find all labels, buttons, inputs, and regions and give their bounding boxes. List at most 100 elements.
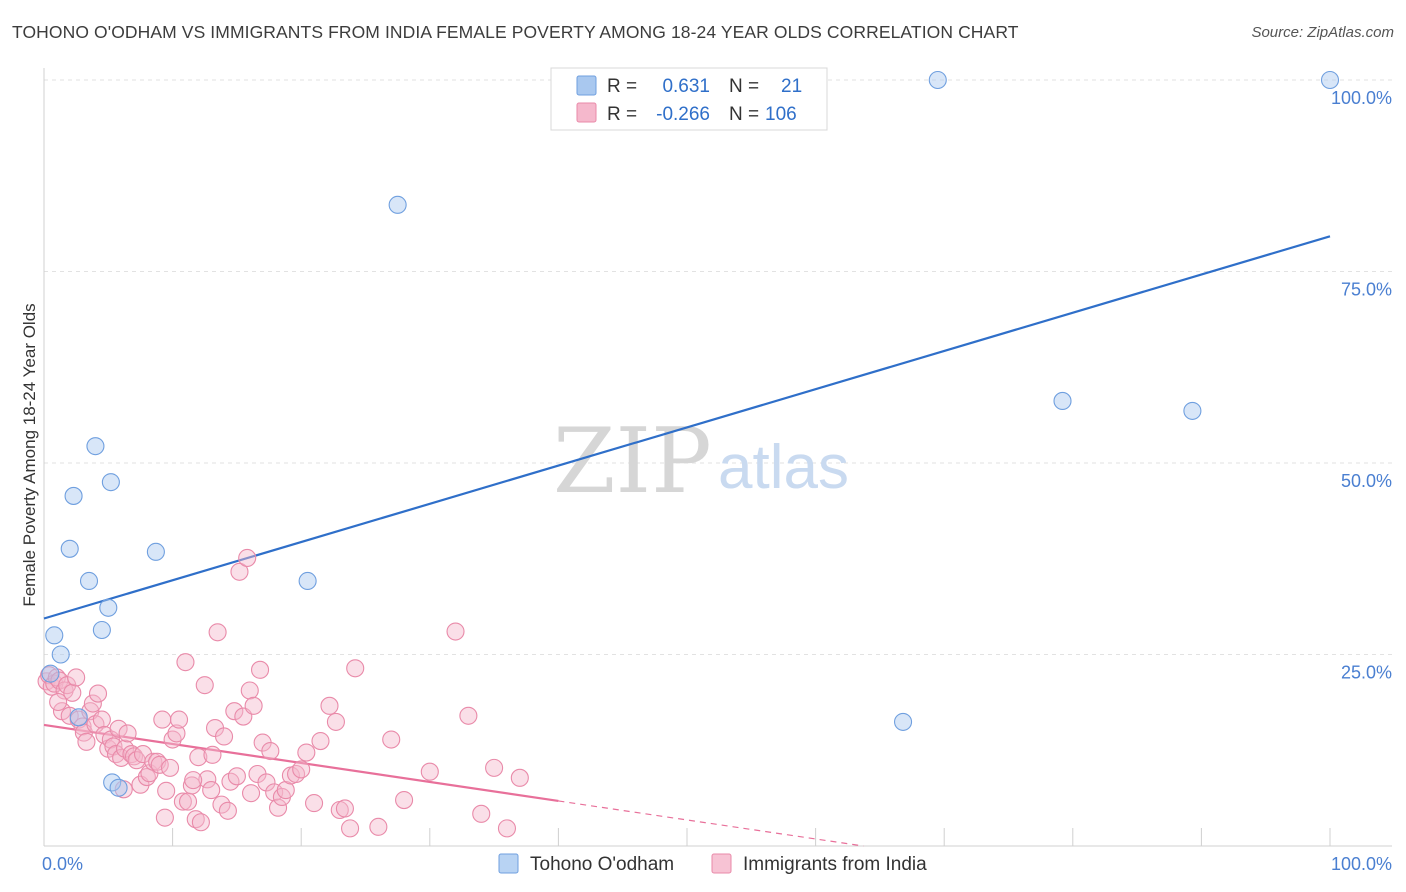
y-tick-label-0: 25.0% (1341, 663, 1392, 683)
point-india-72 (261, 741, 280, 761)
point-tohono-8 (92, 620, 111, 640)
watermark-zip: ZIP (553, 409, 712, 514)
point-india-51 (189, 748, 208, 767)
point-india-76 (276, 781, 295, 800)
point-tohono-1 (45, 626, 64, 645)
point-india-34 (133, 745, 153, 764)
point-india-53 (195, 676, 214, 695)
point-tohono-4 (64, 486, 83, 505)
point-india-44 (167, 724, 186, 743)
y-tick-label-3: 100.0% (1331, 88, 1392, 108)
point-tohono-0 (41, 664, 60, 683)
point-india-10 (63, 683, 82, 702)
point-india-65 (238, 548, 257, 568)
point-tohono-12 (109, 778, 128, 797)
legend-frame (550, 67, 828, 131)
point-india-88 (369, 817, 388, 836)
point-india-86 (341, 819, 360, 838)
point-tohono-20 (1320, 70, 1340, 90)
point-india-66 (240, 681, 259, 700)
point-india-104 (305, 794, 324, 813)
bottom-legend-swatch-india (711, 853, 732, 874)
point-tohono-3 (60, 539, 79, 558)
point-india-100 (184, 771, 203, 790)
legend-n-label-india: N = (729, 104, 759, 125)
point-india-83 (326, 712, 345, 731)
legend-swatch-tohono (576, 75, 597, 96)
point-tohono-16 (893, 712, 913, 731)
bottom-legend-label-india: Immigrants from India (743, 854, 927, 875)
point-tohono-9 (99, 598, 118, 617)
point-india-48 (178, 792, 198, 811)
point-tohono-5 (69, 708, 88, 727)
y-axis-label: Female Poverty Among 18-24 Year Olds (20, 303, 39, 606)
point-india-57 (208, 623, 227, 642)
grid-layer (44, 79, 1392, 655)
y-tick-label-2: 75.0% (1341, 280, 1392, 300)
tick-labels: 25.0% 50.0% 75.0% 100.0% 0.0% 100.0% (42, 88, 1392, 874)
point-india-47 (176, 653, 195, 672)
point-india-15 (77, 732, 96, 751)
point-india-102 (218, 801, 237, 820)
point-india-90 (395, 790, 414, 810)
point-india-52 (191, 813, 210, 832)
point-india-82 (320, 696, 339, 715)
point-tohono-18 (1053, 391, 1072, 411)
point-india-74 (269, 798, 288, 817)
point-tohono-10 (101, 473, 120, 492)
point-india-29 (118, 724, 137, 743)
trendline-extrapolated-india (558, 800, 864, 847)
point-india-9 (60, 706, 79, 725)
trend-layer (43, 235, 1331, 847)
legend-r-value-tohono: 0.631 (662, 76, 710, 97)
point-india-101 (203, 745, 222, 764)
point-india-91 (420, 762, 439, 781)
trendline-india (43, 723, 559, 803)
point-tohono-7 (86, 437, 105, 456)
point-india-46 (173, 792, 192, 811)
legend-r-label-india: R = (607, 104, 637, 125)
point-tohono-13 (146, 542, 165, 561)
point-india-85 (335, 799, 354, 818)
point-india-17 (83, 694, 102, 713)
legend-n-value-tohono: 21 (781, 76, 802, 97)
chart-source: Source: ZipAtlas.com (1251, 24, 1394, 41)
point-india-11 (67, 668, 86, 687)
trendline-tohono (43, 235, 1331, 620)
point-india-87 (346, 659, 365, 678)
bottom-legend-swatch-tohono (498, 853, 519, 874)
legend-r-value-india: -0.266 (656, 104, 710, 125)
point-india-20 (92, 710, 111, 729)
point-india-96 (497, 819, 517, 838)
point-india-39 (150, 755, 169, 774)
point-india-54 (198, 770, 217, 789)
point-india-89 (382, 730, 401, 749)
point-india-79 (292, 760, 311, 779)
legend-box: R = 0.631 N = 21 R = -0.266 N = 106 (550, 67, 828, 131)
x-tick-label-0: 0.0% (42, 854, 83, 874)
point-india-55 (202, 781, 221, 800)
point-india-80 (297, 743, 316, 762)
point-india-69 (250, 660, 270, 679)
point-tohono-2 (51, 645, 70, 664)
point-tohono-17 (928, 70, 947, 90)
legend-n-value-india: 106 (765, 104, 797, 125)
y-tick-label-1: 50.0% (1341, 471, 1392, 491)
point-india-94 (472, 804, 491, 823)
point-india-103 (241, 784, 261, 803)
watermark: ZIP atlas (553, 409, 849, 514)
point-india-59 (214, 727, 234, 746)
legend-n-label-tohono: N = (729, 76, 759, 97)
point-india-67 (244, 696, 263, 715)
point-india-93 (459, 706, 478, 725)
legend-r-label-tohono: R = (607, 76, 637, 97)
point-india-97 (510, 768, 529, 787)
bottom-legend: Tohono O'odham Immigrants from India (498, 853, 927, 875)
watermark-atlas: atlas (718, 433, 849, 502)
point-india-45 (169, 710, 189, 729)
bottom-legend-label-tohono: Tohono O'odham (530, 854, 674, 875)
point-india-105 (49, 692, 68, 712)
point-india-62 (227, 767, 246, 786)
point-india-19 (88, 684, 108, 703)
